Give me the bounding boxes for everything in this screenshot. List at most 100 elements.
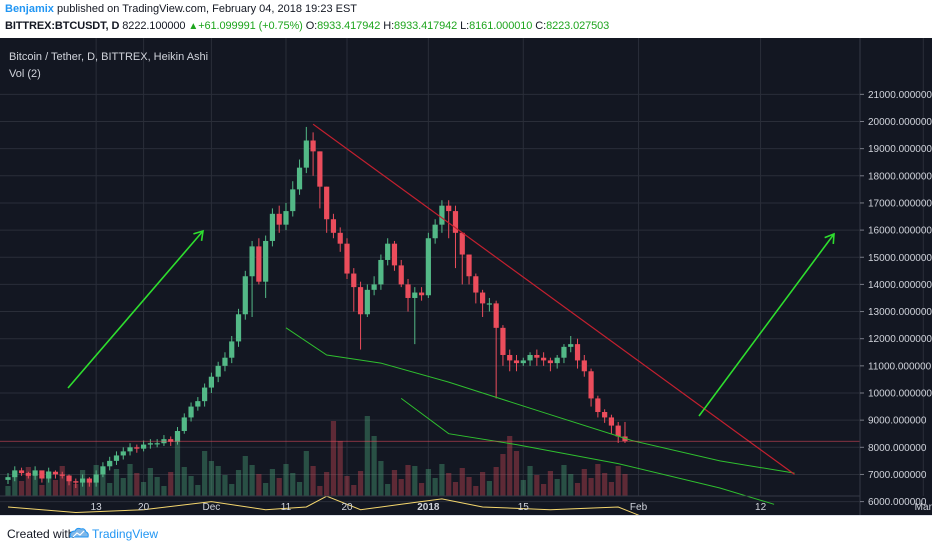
candle-body (229, 341, 235, 358)
candle-body (364, 289, 370, 315)
volume-bar (174, 441, 181, 496)
candle-body (520, 360, 526, 364)
price-tick-label: 18000.000000 (868, 171, 932, 182)
tradingview-logo-icon[interactable] (69, 527, 89, 546)
high-label: H: (383, 20, 395, 32)
price-axis[interactable]: 21000.000000 20000.000000 19000.000000 1800… (860, 90, 932, 515)
candle-body (446, 205, 452, 212)
volume-bar (344, 476, 350, 496)
time-tick-label: Feb (630, 502, 648, 513)
candle-body (32, 470, 38, 476)
volume-bar (310, 466, 316, 496)
time-axis[interactable]: 13 20 Dec 11 20 2018 15 Feb 12 Mar (91, 502, 932, 513)
candle-body (473, 276, 479, 293)
time-tick-label: 12 (755, 502, 767, 513)
candle-body (168, 439, 174, 442)
candle-body (174, 431, 181, 442)
candle-body (215, 365, 221, 377)
candle-body (154, 443, 160, 445)
volume-bar (330, 421, 337, 496)
volume-bar (141, 482, 147, 496)
volume-bar (52, 480, 59, 496)
volume-bar (446, 473, 452, 496)
candle-body (459, 232, 465, 255)
candle-body (147, 443, 153, 445)
candle-body (418, 292, 425, 296)
volume-bar (263, 483, 269, 496)
volume-bar (303, 451, 309, 496)
volume-bar (222, 475, 228, 496)
volume-bar (12, 472, 18, 496)
published-text: published on TradingView.com, February 0… (56, 3, 358, 15)
open-value: 8933.417942 (317, 20, 381, 32)
candle-body (303, 140, 309, 168)
price-tick-label: 16000.000000 (868, 226, 932, 237)
publish-info: Benjamix published on TradingView.com, F… (5, 3, 357, 15)
candle-body (242, 276, 248, 315)
time-tick-label: Dec (203, 502, 221, 513)
candle-body (405, 284, 411, 298)
candle-body (222, 357, 228, 366)
candles (5, 126, 628, 489)
moving-average-fast (285, 327, 795, 474)
candle-body (249, 246, 255, 277)
volume-bar (364, 416, 370, 496)
candle-body (12, 470, 18, 478)
volume-bar (595, 464, 601, 496)
candle-body (100, 466, 106, 475)
last-price: 8222.100000 (122, 20, 186, 32)
candle-body (39, 470, 45, 479)
volume-bar (276, 478, 282, 496)
up-arrow-left-head (193, 229, 204, 242)
time-tick-label: Mar (915, 502, 932, 513)
author-link[interactable]: Benjamix (5, 3, 54, 15)
time-tick-label: 20 (138, 502, 150, 513)
volume-bar (215, 466, 221, 496)
volume-bar (202, 451, 208, 496)
legend-title: Bitcoin / Tether, D, BITTREX, Heikin Ash… (9, 51, 208, 63)
candle-body (602, 412, 608, 418)
price-tick-label: 21000.000000 (868, 90, 932, 101)
candle-body (425, 238, 431, 296)
candle-body (588, 371, 594, 399)
chart-background (0, 38, 932, 515)
volume-bar (107, 483, 113, 496)
volume-bar (147, 468, 153, 496)
volume-bar (588, 478, 594, 496)
tradingview-brand[interactable]: TradingView (92, 527, 159, 541)
volume-bar (86, 479, 92, 496)
candle-body (574, 344, 581, 361)
volume-bar (66, 475, 72, 496)
volume-bar (168, 472, 174, 496)
volume-bar (324, 472, 330, 496)
volume-bar (188, 476, 194, 496)
up-arrow-right (698, 233, 835, 417)
volume-bar (439, 464, 445, 496)
volume-bar (46, 471, 52, 496)
price-tick-label: 10000.000000 (868, 389, 932, 400)
candle-body (276, 213, 282, 225)
candle-body (595, 398, 601, 413)
high-value: 8933.417942 (394, 20, 458, 32)
volume-bar (242, 456, 248, 496)
price-tick-label: 14000.000000 (868, 280, 932, 291)
volume-bar (32, 476, 38, 496)
triangle-up-icon: ▲ (188, 21, 199, 32)
candle-body (79, 478, 86, 483)
volume-bar (608, 482, 615, 496)
volume-bar (195, 485, 201, 496)
volume-bar (59, 466, 65, 496)
volume-bar (120, 478, 126, 496)
volume-bar (418, 483, 425, 496)
volume-bar (432, 478, 438, 496)
candle-body (113, 455, 120, 461)
candle-body (507, 354, 513, 361)
candle-body (235, 314, 242, 342)
ohlc-bar: BITTREX:BTCUSDT, D 8222.100000 ▲+61.0999… (5, 20, 609, 32)
price-chart[interactable]: 21000.000000 20000.000000 19000.000000 1800… (0, 38, 932, 515)
volume-bar (466, 477, 472, 496)
candle-body (385, 243, 391, 260)
volume-bar (73, 484, 79, 496)
overlays (0, 123, 860, 515)
volume-bar (507, 436, 513, 496)
